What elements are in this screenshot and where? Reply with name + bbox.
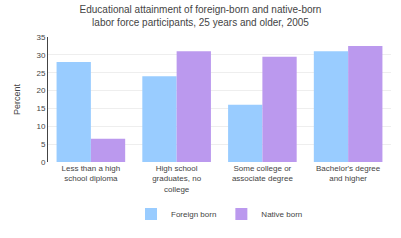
svg-text:10: 10 bbox=[36, 122, 45, 131]
svg-text:15: 15 bbox=[36, 104, 45, 113]
svg-text:35: 35 bbox=[36, 33, 45, 42]
svg-text:0: 0 bbox=[41, 158, 46, 167]
svg-text:High schoolgraduates, nocolleg: High schoolgraduates, nocollege bbox=[152, 164, 201, 194]
svg-text:30: 30 bbox=[36, 51, 45, 60]
svg-text:Some college orassociate degre: Some college orassociate degree bbox=[232, 164, 293, 183]
svg-text:5: 5 bbox=[41, 140, 46, 149]
svg-text:Educational attainment of fore: Educational attainment of foreign-born a… bbox=[80, 4, 322, 28]
svg-text:Less than a highschool diploma: Less than a highschool diploma bbox=[62, 164, 121, 183]
svg-text:20: 20 bbox=[36, 86, 45, 95]
svg-text:Native born: Native born bbox=[261, 210, 302, 219]
svg-text:Bachelor's degreeand higher: Bachelor's degreeand higher bbox=[316, 164, 381, 183]
svg-text:Percent: Percent bbox=[12, 83, 22, 115]
svg-text:Foreign born: Foreign born bbox=[171, 210, 216, 219]
svg-text:25: 25 bbox=[36, 69, 45, 78]
